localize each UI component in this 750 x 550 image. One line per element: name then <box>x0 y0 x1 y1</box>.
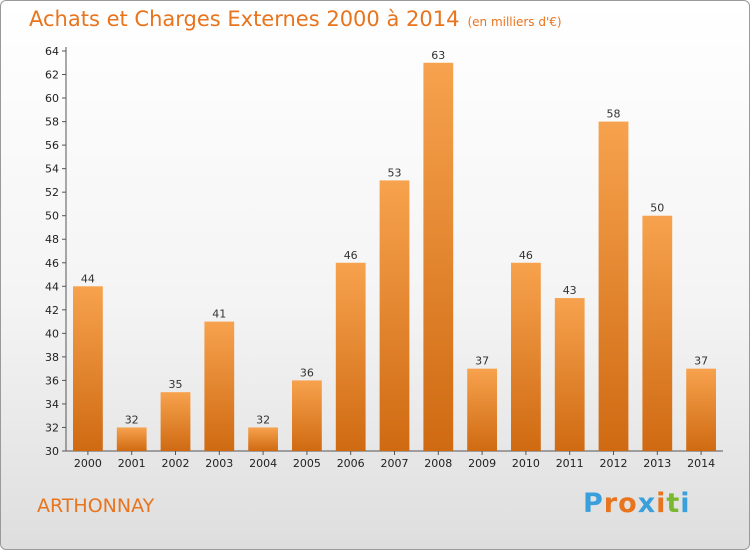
x-tick-label-2000: 2000 <box>74 457 102 470</box>
y-tick-label: 60 <box>45 92 59 105</box>
place-name: ARTHONNAY <box>37 495 155 517</box>
bar-2002 <box>160 392 191 451</box>
y-tick-label: 64 <box>45 45 59 58</box>
x-tick-label-2014: 2014 <box>687 457 715 470</box>
y-tick-label: 50 <box>45 210 59 223</box>
bar-2006 <box>335 262 366 451</box>
bars <box>73 62 716 452</box>
x-axis: 2000 2001 2002 2003 2004 2005 2006 2007 2008 2009… <box>66 450 723 470</box>
y-axis: 30 32 34 36 38 40 42 44 46 48 50 52 54 56 58 60 62 64 <box>45 45 67 458</box>
value-label-2006: 46 <box>344 249 358 262</box>
value-label-2014: 37 <box>694 355 708 368</box>
value-label-2007: 53 <box>388 166 402 179</box>
chart-title: Achats et Charges Externes 2000 à 2014 (e… <box>29 7 562 31</box>
y-tick-label: 30 <box>45 445 59 458</box>
y-tick-label: 34 <box>45 398 59 411</box>
y-tick-label: 62 <box>45 69 59 82</box>
chart-title-text: Achats et Charges Externes 2000 à 2014 <box>29 7 460 31</box>
y-tick-label: 44 <box>45 280 59 293</box>
data-labels: 44 32 35 41 32 36 46 53 63 37 46 43 58 50 37 <box>81 49 708 427</box>
value-label-2011: 43 <box>563 284 577 297</box>
y-tick-label: 54 <box>45 163 59 176</box>
bar-2014 <box>686 368 716 451</box>
x-tick-label-2001: 2001 <box>118 457 146 470</box>
value-label-2008: 63 <box>431 49 445 62</box>
bar-2007 <box>379 180 410 452</box>
x-tick-label-2011: 2011 <box>556 457 584 470</box>
x-tick-label-2007: 2007 <box>381 457 409 470</box>
proxiti-logo[interactable]: Proxiti <box>583 488 691 519</box>
bar-2010 <box>511 262 541 451</box>
y-tick-label: 58 <box>45 116 59 129</box>
x-tick-label-2005: 2005 <box>293 457 321 470</box>
x-tick-label-2006: 2006 <box>337 457 365 470</box>
y-tick-label: 32 <box>45 421 59 434</box>
logo-letter: t <box>666 488 681 519</box>
value-label-2010: 46 <box>519 249 533 262</box>
y-tick-label: 36 <box>45 374 59 387</box>
bar-2008 <box>423 62 454 451</box>
bar-2012 <box>598 121 629 452</box>
value-label-2000: 44 <box>81 272 95 285</box>
x-tick-label-2010: 2010 <box>512 457 540 470</box>
bar-2004 <box>248 427 278 451</box>
value-label-2009: 37 <box>475 355 489 368</box>
bar-2005 <box>292 380 322 451</box>
bar-2013 <box>642 215 673 451</box>
bar-2001 <box>116 427 147 451</box>
logo-letter: P <box>583 488 604 519</box>
x-tick-label-2008: 2008 <box>424 457 452 470</box>
bar-2000 <box>73 286 103 451</box>
y-tick-label: 48 <box>45 233 59 246</box>
y-tick-label: 40 <box>45 327 59 340</box>
bar-2003 <box>204 321 235 451</box>
y-tick-label: 46 <box>45 257 59 270</box>
y-tick-label: 52 <box>45 186 59 199</box>
chart-subtitle: (en milliers d'€) <box>467 15 562 29</box>
value-label-2003: 41 <box>212 308 226 321</box>
value-label-2004: 32 <box>256 413 270 426</box>
value-label-2012: 58 <box>607 108 621 121</box>
x-tick-label-2012: 2012 <box>600 457 628 470</box>
value-label-2005: 36 <box>300 366 314 379</box>
logo-letter: o <box>618 488 638 519</box>
y-tick-label: 56 <box>45 139 59 152</box>
x-tick-label-2002: 2002 <box>162 457 190 470</box>
value-label-2001: 32 <box>125 413 139 426</box>
x-tick-label-2013: 2013 <box>643 457 671 470</box>
x-tick-label-2003: 2003 <box>205 457 233 470</box>
x-tick-label-2009: 2009 <box>468 457 496 470</box>
logo-letter: i <box>680 488 691 519</box>
logo-letter: x <box>637 488 657 519</box>
value-label-2013: 50 <box>650 202 664 215</box>
logo-letter: i <box>656 488 667 519</box>
y-tick-label: 42 <box>45 304 59 317</box>
x-tick-label-2004: 2004 <box>249 457 277 470</box>
bar-2011 <box>554 298 585 451</box>
value-label-2002: 35 <box>169 378 183 391</box>
bar-2009 <box>467 368 497 451</box>
logo-letter: r <box>603 488 619 519</box>
y-tick-label: 38 <box>45 351 59 364</box>
